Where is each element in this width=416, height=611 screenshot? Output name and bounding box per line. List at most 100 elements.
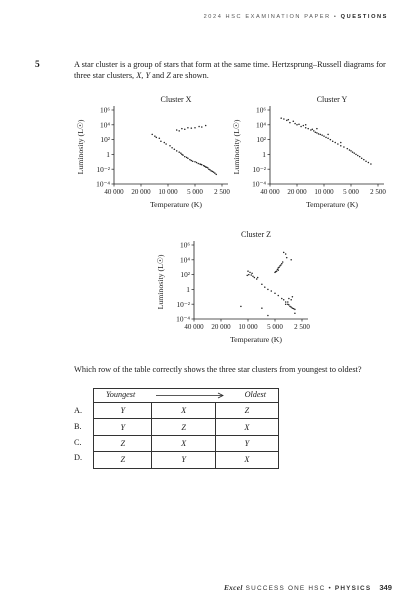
option-label-d: D.	[74, 453, 83, 463]
data-point	[316, 132, 318, 134]
data-point	[346, 147, 349, 150]
hr-diagram-cluster-y: Cluster Y 10⁶ 10⁴ 10² 1 10⁻² 10⁻⁴40 000 20 000 1…	[232, 95, 386, 209]
data-point	[253, 276, 256, 279]
page-number: 349	[379, 583, 392, 592]
y-tick-label: 10⁶	[180, 241, 190, 250]
footer-brand: Excel	[223, 583, 243, 592]
x-tick-label: 20 000	[131, 188, 151, 196]
x-tick-label: 40 000	[260, 188, 280, 196]
data-point	[357, 154, 359, 157]
data-point	[288, 297, 290, 300]
x-tick-label: 2 500	[294, 323, 310, 331]
data-point	[240, 305, 242, 308]
data-point	[215, 173, 217, 176]
data-point	[279, 265, 281, 267]
data-point	[334, 141, 336, 144]
y-tick-label: 10²	[100, 135, 110, 144]
data-point	[277, 269, 279, 271]
data-point	[197, 162, 199, 165]
data-point	[163, 141, 166, 144]
data-point	[317, 133, 320, 135]
table-cell: Y	[214, 434, 280, 453]
data-point	[204, 124, 207, 127]
data-point	[331, 140, 334, 142]
x-tick-label: 10 000	[314, 188, 334, 196]
x-axis-label: Temperature (K)	[306, 200, 358, 209]
data-point	[363, 158, 365, 161]
x-tick-label: 20 000	[287, 188, 307, 196]
x-tick-label: 10 000	[238, 323, 258, 331]
data-point	[187, 126, 189, 129]
data-point	[358, 155, 361, 158]
data-point	[267, 288, 269, 291]
data-point	[205, 166, 208, 169]
table-row-d: Z Y X	[92, 451, 280, 469]
data-point	[246, 274, 248, 277]
intro-text: A star cluster is a group of stars that …	[74, 60, 386, 81]
table-row-a: Y X Z	[92, 401, 280, 420]
data-point	[281, 297, 283, 300]
data-point	[286, 119, 288, 122]
data-point	[300, 125, 302, 128]
data-point	[169, 144, 171, 147]
x-tick-label: 10 000	[158, 188, 178, 196]
data-point	[282, 251, 285, 254]
x-tick-label: 5 000	[343, 188, 359, 196]
header-bullet: •	[333, 14, 338, 20]
x-tick-label: 5 000	[187, 188, 203, 196]
data-point	[190, 127, 193, 129]
x-tick-label: 20 000	[211, 323, 231, 331]
data-point	[181, 127, 183, 130]
data-point	[327, 137, 329, 140]
data-point	[350, 150, 352, 152]
y-tick-label: 10²	[256, 135, 266, 144]
data-point	[291, 307, 294, 309]
data-point	[298, 123, 300, 125]
data-point	[151, 133, 153, 136]
data-point	[267, 314, 269, 317]
chart-title: Cluster Z	[241, 230, 271, 239]
data-point	[310, 129, 312, 131]
data-point	[292, 120, 295, 123]
data-point	[184, 128, 186, 131]
intro-text: and	[150, 71, 167, 81]
intro-cluster-z: Z	[166, 71, 171, 81]
table-row-c: Z X Y	[92, 434, 280, 453]
y-tick-label: 10⁻²	[96, 165, 110, 174]
data-point	[287, 118, 290, 121]
intro-cluster-y: Y	[145, 71, 151, 81]
y-tick-label: 10⁶	[100, 106, 110, 115]
y-tick-label: 10⁻²	[252, 165, 266, 174]
data-point	[294, 312, 296, 314]
data-point	[353, 152, 355, 154]
x-axis-label: Temperature (K)	[230, 335, 282, 344]
data-point	[280, 117, 282, 119]
data-point	[313, 130, 315, 132]
data-point	[256, 276, 259, 279]
data-point	[175, 150, 178, 152]
oldest-label: Oldest	[244, 390, 266, 399]
data-point	[184, 155, 186, 158]
question-intro: A star cluster is a group of stars that …	[74, 59, 392, 82]
data-point	[360, 157, 363, 160]
y-tick-label: 10⁶	[256, 106, 266, 115]
data-point	[278, 266, 280, 268]
data-point	[304, 126, 307, 129]
data-point	[348, 149, 351, 151]
data-point	[296, 124, 298, 126]
header-title: 2024 HSC EXAMINATION PAPER	[203, 14, 331, 20]
data-point	[277, 294, 279, 297]
data-point	[280, 264, 282, 266]
table-cell: Z	[92, 451, 153, 469]
y-tick-label: 10⁻⁴	[96, 180, 110, 189]
options-table: Youngest Oldest Y X Z Y Z X Z X Y Z Y X	[92, 388, 280, 469]
data-point	[165, 143, 167, 145]
data-point	[248, 273, 250, 276]
y-tick-label: 10⁻²	[176, 300, 190, 309]
y-tick-label: 10²	[180, 270, 190, 279]
data-point	[337, 143, 339, 145]
table-cell: Z	[151, 418, 216, 436]
data-point	[181, 153, 183, 156]
data-point	[291, 296, 294, 298]
data-point	[203, 165, 206, 168]
